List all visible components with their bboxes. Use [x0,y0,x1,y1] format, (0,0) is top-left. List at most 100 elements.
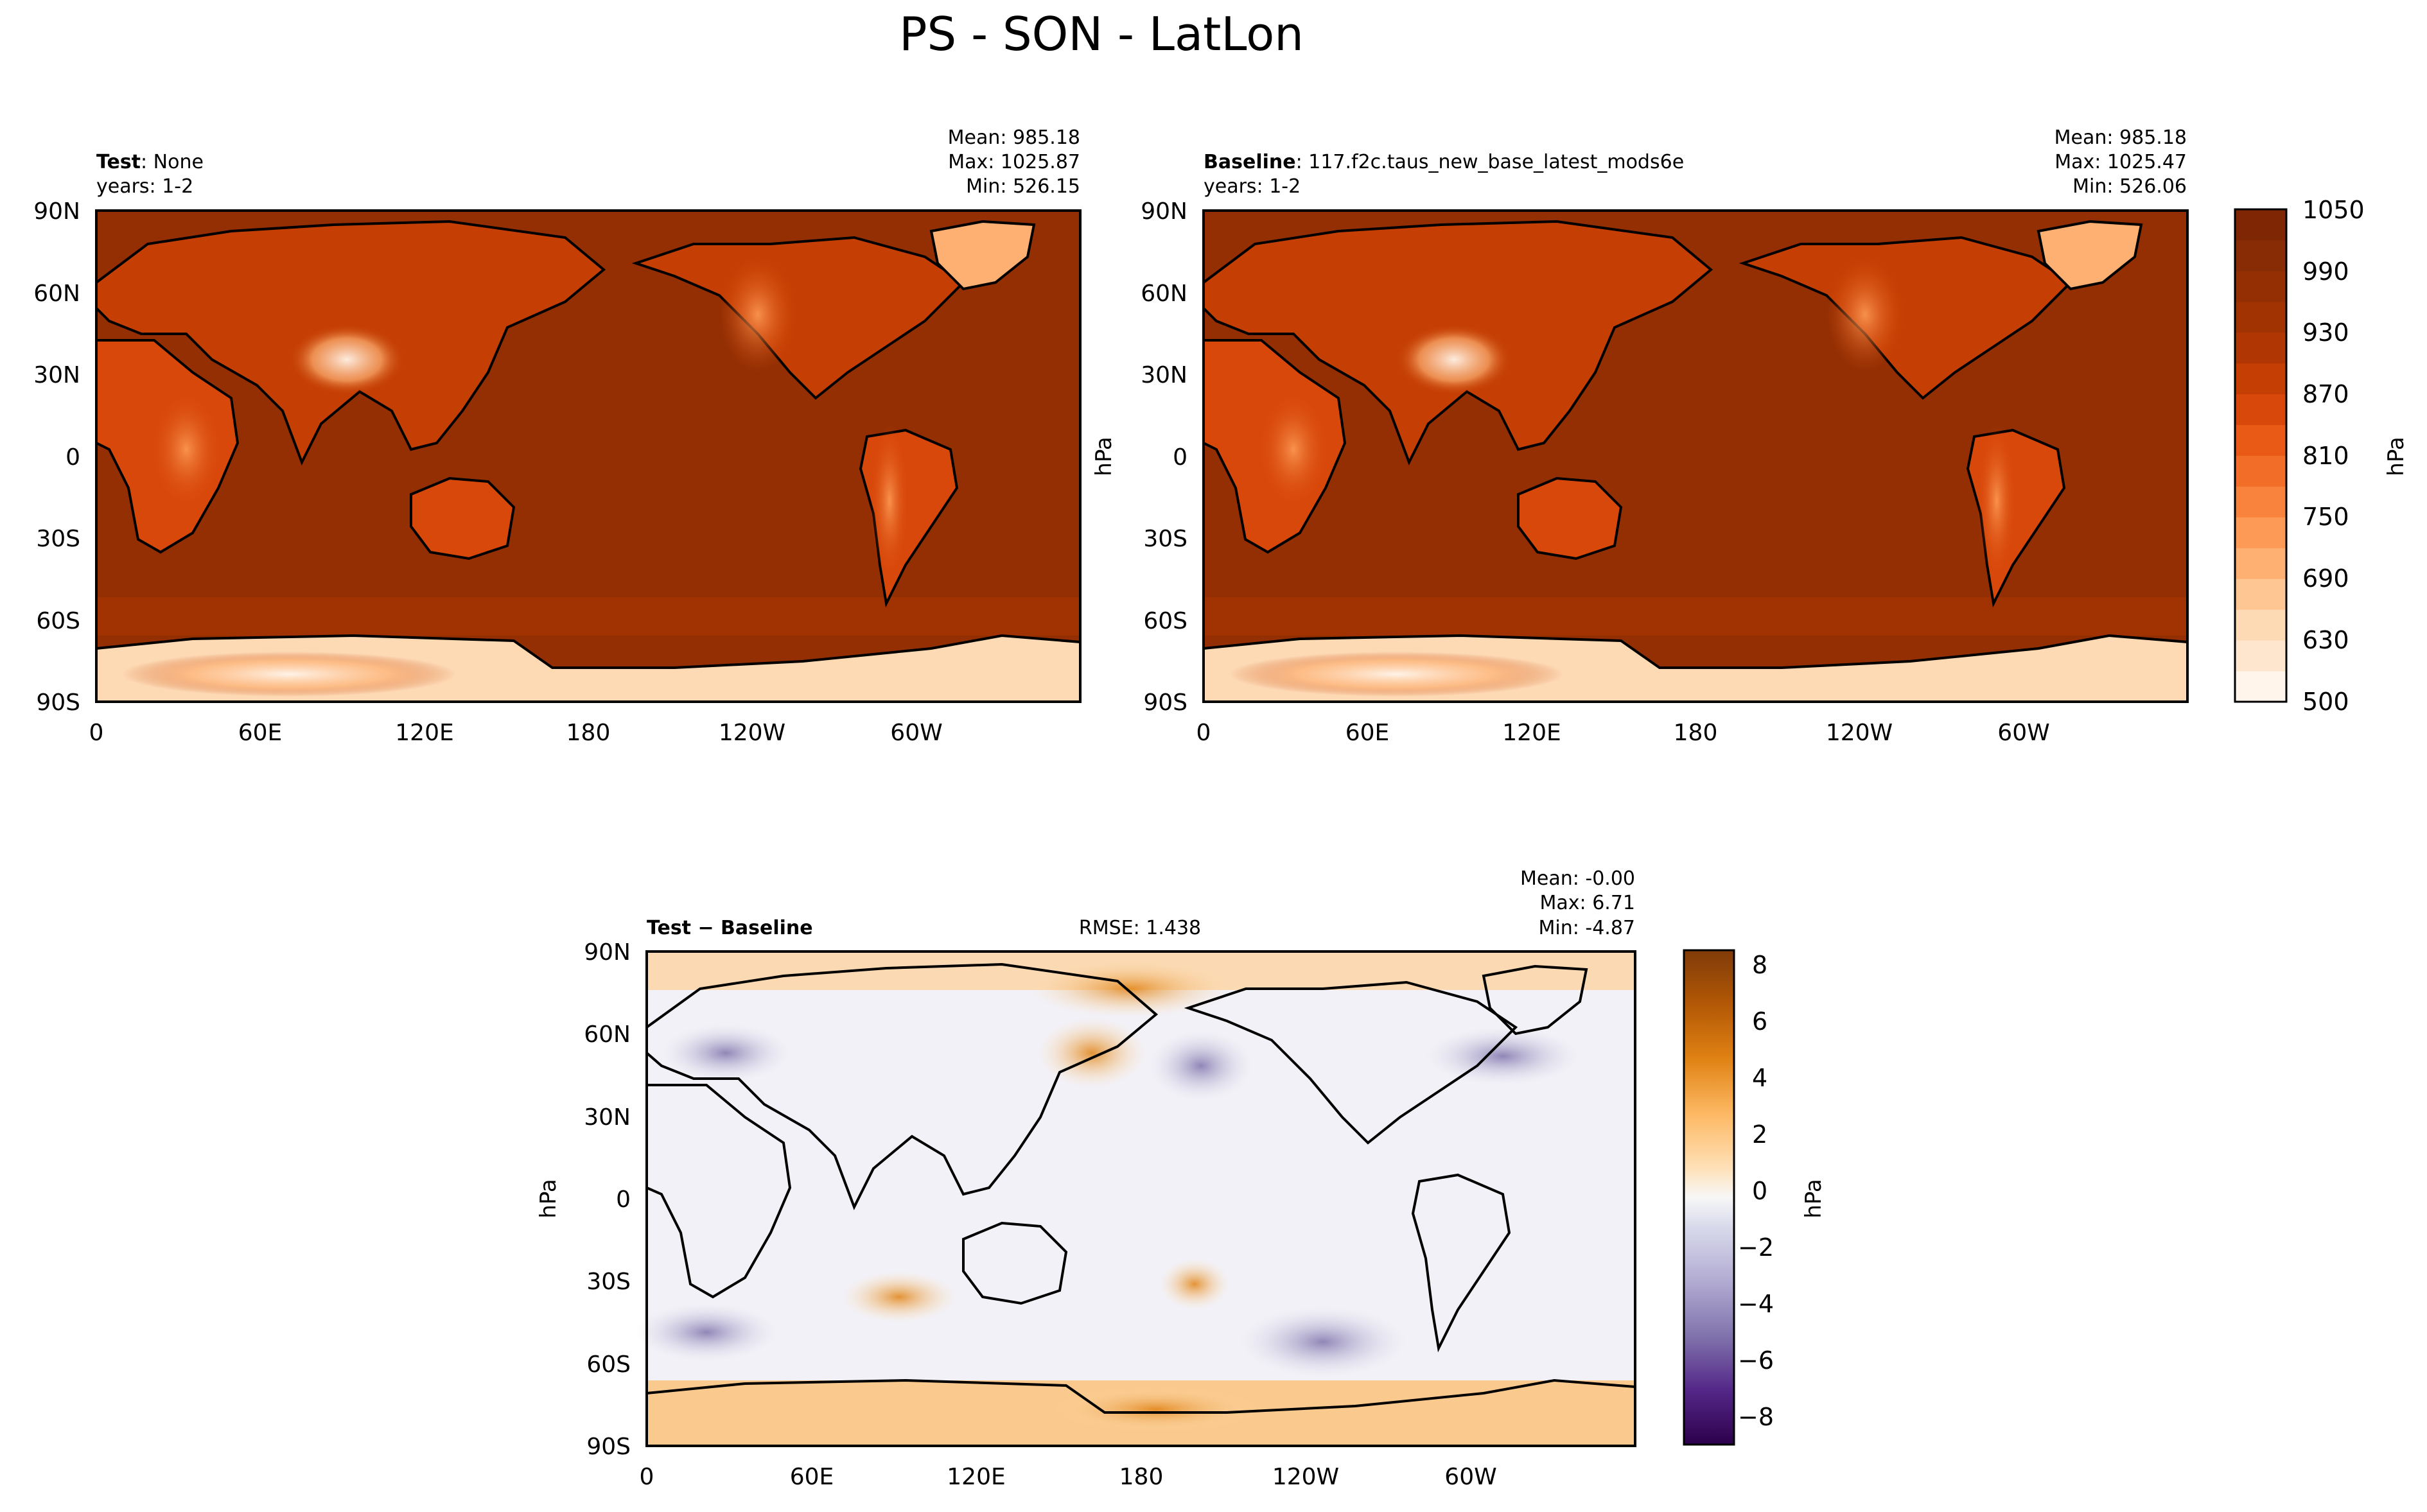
test-label-bold: Test [96,151,141,173]
baseline-map-east-africa [1258,392,1329,507]
main-colorbar-band [2235,363,2286,395]
test-map-frame [95,209,1082,703]
diff-coast-greenland [1482,964,1588,1036]
baseline-map-australia [1517,476,1623,560]
test-ytick-30n: 30N [33,362,80,388]
main-colorbar-band [2235,455,2286,487]
diff-coast-antarctica [646,1378,1636,1414]
diff-min: Min: -4.87 [1539,917,1636,939]
baseline-map-andes [1977,424,2016,578]
diff-cbar-tick-8: 8 [1752,951,1767,979]
diff-cbar-tick-0: 0 [1752,1177,1767,1205]
test-xtick-60e: 60E [238,720,283,746]
diff-ytick-90s: 90S [586,1434,631,1460]
main-colorbar-band [2235,301,2286,333]
main-colorbar-band [2235,209,2286,241]
test-mean: Mean: 985.18 [948,126,1080,149]
test-map: 90N 60N 30N 0 30S 60S 90S 0 60E 120E 180… [33,198,1082,746]
diff-map-y-ticks: 90N 60N 30N 0 30S 60S 90S [584,939,631,1460]
baseline-xtick-60e: 60E [1345,720,1390,746]
main-cbar-tick-930: 930 [2302,318,2349,347]
baseline-map-tibet [1396,324,1512,395]
diff-max: Max: 6.71 [1540,892,1635,914]
figure-title: PS - SON - LatLon [899,7,1304,61]
main-colorbar-bands [2235,209,2286,702]
diff-colorbar-label: hPa [1801,1179,1827,1218]
diff-ytick-30n: 30N [584,1104,631,1131]
diff-xtick-0: 0 [640,1464,654,1490]
main-colorbar-band [2235,239,2286,272]
test-xtick-120w: 120W [719,720,785,746]
baseline-panel: Baseline: 117.f2c.taus_new_base_latest_m… [1091,126,2189,746]
baseline-ytick-0: 0 [1173,444,1187,471]
diff-blob-ross-high [1053,1387,1259,1432]
diff-blob-aleutian-low [1150,1030,1252,1101]
diff-rmse: RMSE: 1.438 [1079,917,1201,939]
diff-map-coastlines [645,962,1636,1414]
main-colorbar-label: hPa [2383,437,2409,476]
test-map-greenland [929,220,1036,291]
test-ytick-60n: 60N [33,281,80,307]
diff-cbar-tick-neg2: −2 [1738,1233,1774,1262]
diff-coast-australia [962,1221,1068,1305]
diff-xtick-60e: 60E [790,1464,834,1490]
diff-blob-europe-low [662,1024,790,1082]
diff-blob-tasman-high [1159,1258,1230,1310]
baseline-map-frame [1202,209,2189,703]
diff-cbar-tick-neg8: −8 [1738,1403,1774,1431]
baseline-ytick-60n: 60N [1141,281,1187,307]
baseline-mean: Mean: 985.18 [2055,126,2187,149]
baseline-xtick-60w: 60W [1997,720,2049,746]
test-label-rest: : None [141,151,204,173]
baseline-xtick-0: 0 [1196,720,1211,746]
test-map-antarctic-plateau [122,652,456,697]
diff-map: 90N 60N 30N 0 30S 60S 90S 0 60E 120E 180… [584,939,1636,1490]
diff-ytick-30s: 30S [586,1269,631,1295]
diff-cbar-tick-2: 2 [1752,1120,1767,1149]
main-colorbar-band [2235,548,2286,579]
diff-map-x-ticks: 0 60E 120E 180 120W 60W [640,1464,1497,1490]
diff-coast-eurasia [645,962,1159,1210]
baseline-map-antarctic-plateau [1229,652,1563,697]
diff-blob-south-indian-high [841,1271,957,1323]
main-colorbar-band [2235,332,2286,364]
diff-blob-pacific-high [1037,1018,1146,1088]
diff-xtick-120w: 120W [1272,1464,1339,1490]
test-label: Test: None [96,151,204,173]
test-map-east-africa [151,392,222,507]
diff-blob-south-pacific-low [1240,1307,1406,1377]
test-map-southern-band [96,597,1080,636]
diff-ytick-0: 0 [616,1186,631,1213]
test-min: Min: 526.15 [966,175,1080,198]
baseline-xtick-120w: 120W [1826,720,1893,746]
diff-colorbar-frame [1683,949,1735,1446]
diff-cbar-tick-4: 4 [1752,1064,1767,1092]
test-ytick-30s: 30S [36,526,80,552]
diff-xtick-60w: 60W [1444,1464,1496,1490]
test-ytick-0: 0 [66,444,80,471]
baseline-map-southern-band [1204,597,2187,636]
baseline-xtick-120e: 120E [1502,720,1561,746]
main-colorbar-band [2235,270,2286,302]
main-colorbar-band [2235,486,2286,517]
diff-coast-africa [646,1084,792,1299]
baseline-ytick-30n: 30N [1141,362,1187,388]
baseline-ytick-90s: 90S [1143,690,1187,716]
diff-colorbar: 8 6 4 2 0 −2 −4 −6 −8 hPa [1683,949,1827,1446]
diff-ylabel: hPa [536,1179,561,1218]
diff-colorbar-ticks: 8 6 4 2 0 −2 −4 −6 −8 [1738,951,1774,1431]
baseline-label-rest: : 117.f2c.taus_new_base_latest_mods6e [1296,151,1685,173]
main-colorbar-band [2235,671,2286,702]
baseline-ylabel: hPa [1091,437,1117,476]
baseline-xtick-180: 180 [1674,720,1718,746]
diff-colorbar-gradient [1684,950,1734,1445]
baseline-ytick-60s: 60S [1143,608,1187,634]
diff-cbar-tick-neg4: −4 [1738,1290,1774,1318]
main-cbar-tick-750: 750 [2302,503,2349,531]
main-colorbar-band [2235,578,2286,610]
test-xtick-120e: 120E [395,720,453,746]
test-map-andes [870,424,909,578]
test-ytick-90s: 90S [36,690,80,716]
test-xtick-0: 0 [89,720,104,746]
diff-coast-north-america [1184,980,1518,1145]
